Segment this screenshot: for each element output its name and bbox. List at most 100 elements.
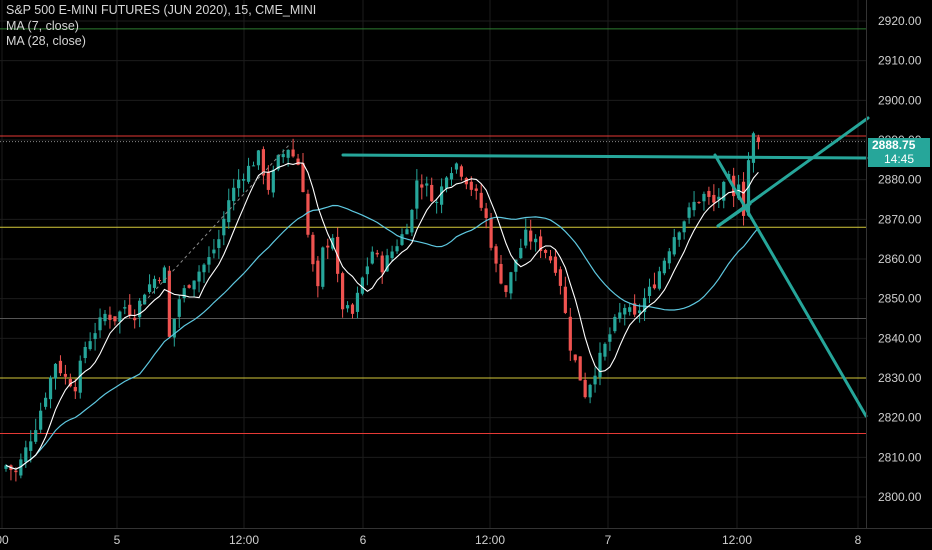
candle-body [34,430,38,442]
candle-body [291,149,295,157]
candle-body [237,179,241,189]
candle-body [197,271,201,282]
candle-body [93,333,97,340]
price-tick-label: 2830.00 [878,371,922,385]
candle-body [108,314,112,320]
candle-body [187,285,191,288]
price-tick-label: 2920.00 [878,14,922,28]
candle-body [553,256,558,273]
candle-body [232,187,236,202]
candle-body [440,186,444,205]
candle-body [444,177,449,189]
candle-body [222,218,226,236]
price-tick-label: 2880.00 [878,173,922,187]
candle-body [647,286,652,296]
candle-body [98,317,102,331]
candle-body [172,318,176,338]
candle-body [152,278,157,288]
candle-body [311,234,315,265]
bar-countdown: 14:45 [868,152,930,167]
candle-body [375,252,379,255]
candle-body [494,246,498,264]
candle-body [58,360,63,374]
candle-body [479,192,483,208]
candle-body [88,341,92,350]
candle-body [48,377,53,400]
candle-body [459,166,463,177]
candle-body [588,384,592,398]
candle-body [157,280,162,282]
candle-body [563,286,567,313]
candle-body [316,260,320,287]
candle-body [39,410,43,430]
candle-body [395,246,399,252]
candle-body [737,184,741,199]
time-tick-label: 12:00 [722,533,752,547]
horizontal-lines [0,28,866,435]
price-tick-label: 2850.00 [878,292,922,306]
candle-body [573,354,577,361]
candle-body [633,303,637,315]
price-tick-label: 2820.00 [878,411,922,425]
candle-body [133,317,137,321]
candle-body [692,201,696,211]
grid [0,0,866,528]
candle-body [14,470,18,473]
downward-projection-line [713,153,868,418]
candle-body [454,163,459,170]
candle-body [341,273,345,310]
candle-body [613,316,617,332]
price-axis[interactable]: 2800.00 2810.00 2820.00 2830.00 2840.00 2850.… [878,14,922,504]
candle-body [345,305,350,309]
candle-body [138,300,142,318]
candle-body [707,190,711,197]
candle-body [365,266,369,275]
candle-body [529,230,533,242]
candle-body [123,307,127,309]
candle-body [598,352,602,378]
symbol-title: S&P 500 E-MINI FUTURES (JUN 2020), 15, C… [6,3,317,17]
candle-body [474,188,478,191]
candle-body [702,193,706,202]
price-tick-label: 2910.00 [878,54,922,68]
candle-body [167,270,171,337]
candle-body [78,360,82,393]
candle-body [618,312,622,319]
candle-body [741,181,746,216]
candle-body [652,284,657,289]
candle-body [390,251,394,258]
candle-body [256,150,261,166]
candle-body [509,272,513,294]
resistance-line [341,153,868,160]
candle-body [128,304,132,316]
candle-body [177,299,181,317]
candle-body [29,441,33,451]
candle-body [548,256,553,261]
candle-body [539,236,543,252]
candle-body [662,260,666,274]
candle-body [667,251,671,264]
candle-body [524,229,528,246]
candle-body [113,316,117,322]
candle-body [756,137,760,142]
candle-body [147,284,152,293]
candle-body [83,346,87,358]
candle-body [370,251,374,264]
trend-drawings[interactable] [139,116,870,418]
candle-body [207,257,211,265]
price-tick-label: 2900.00 [878,93,922,107]
candle-body [19,459,23,476]
candle-body [266,172,270,190]
candle-body [469,181,473,190]
chart-legend: S&P 500 E-MINI FUTURES (JUN 2020), 15, C… [6,3,316,50]
time-axis[interactable]: 00 5 12:00 6 12:00 7 12:00 8 [0,533,862,547]
candle-body [410,209,414,233]
candle-body [192,280,196,290]
candle-body [677,232,681,240]
candle-body [499,263,503,284]
candle-body [380,255,384,273]
time-tick-label: 5 [114,533,121,547]
candle-body [593,375,597,385]
candle-body [435,201,439,203]
